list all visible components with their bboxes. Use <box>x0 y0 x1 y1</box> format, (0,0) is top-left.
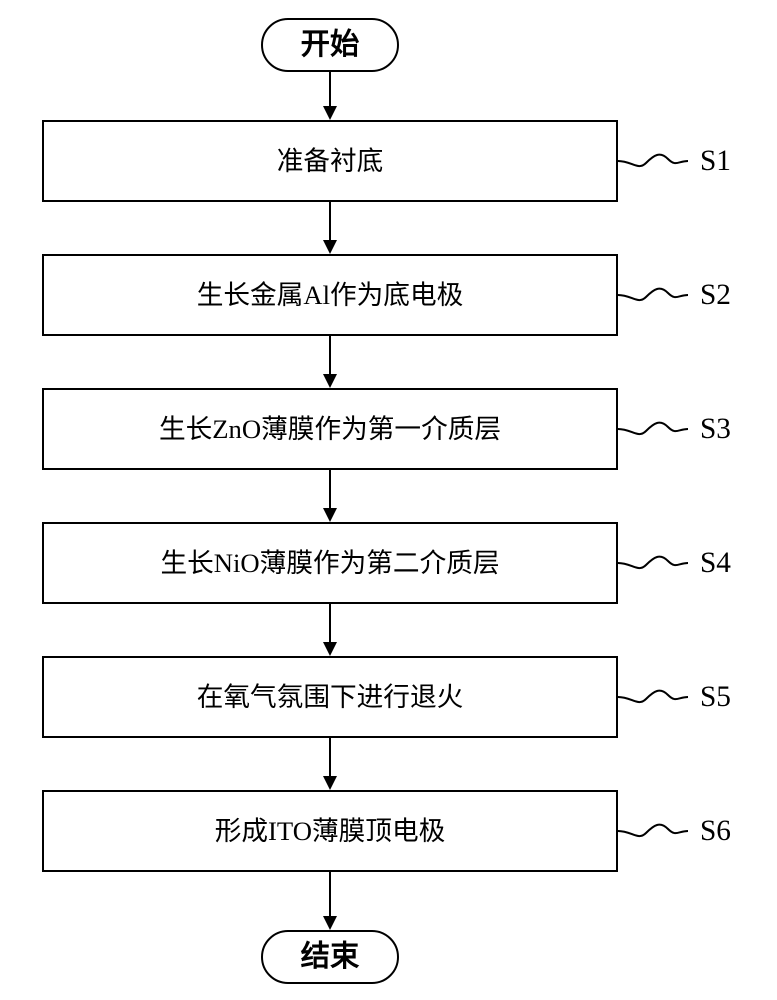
step-s2-text: 生长金属Al作为底电极 <box>197 280 464 310</box>
step-s5: 在氧气氛围下进行退火 <box>42 656 618 738</box>
step-s3: 生长ZnO薄膜作为第一介质层 <box>42 388 618 470</box>
step-s4: 生长NiO薄膜作为第二介质层 <box>42 522 618 604</box>
step-label-s1: S1 <box>700 145 731 178</box>
step-label-s3: S3 <box>700 413 731 446</box>
step-s4-text: 生长NiO薄膜作为第二介质层 <box>160 548 499 578</box>
end-terminal: 结束 <box>261 930 399 984</box>
step-s2: 生长金属Al作为底电极 <box>42 254 618 336</box>
step-label-s4: S4 <box>700 547 731 580</box>
step-s6-text: 形成ITO薄膜顶电极 <box>215 816 446 846</box>
step-s5-text: 在氧气氛围下进行退火 <box>197 682 464 712</box>
start-terminal: 开始 <box>261 18 399 72</box>
step-s6: 形成ITO薄膜顶电极 <box>42 790 618 872</box>
step-label-s6: S6 <box>700 815 731 848</box>
step-s3-text: 生长ZnO薄膜作为第一介质层 <box>159 414 501 444</box>
end-terminal-text: 结束 <box>301 941 360 973</box>
step-label-s5: S5 <box>700 681 731 714</box>
flowchart-canvas: 开始 准备衬底 生长金属Al作为底电极 生长ZnO薄膜作为第一介质层 生长NiO… <box>0 0 777 1000</box>
step-label-s2: S2 <box>700 279 731 312</box>
step-s1-text: 准备衬底 <box>277 146 384 176</box>
step-s1: 准备衬底 <box>42 120 618 202</box>
start-terminal-text: 开始 <box>301 29 360 61</box>
